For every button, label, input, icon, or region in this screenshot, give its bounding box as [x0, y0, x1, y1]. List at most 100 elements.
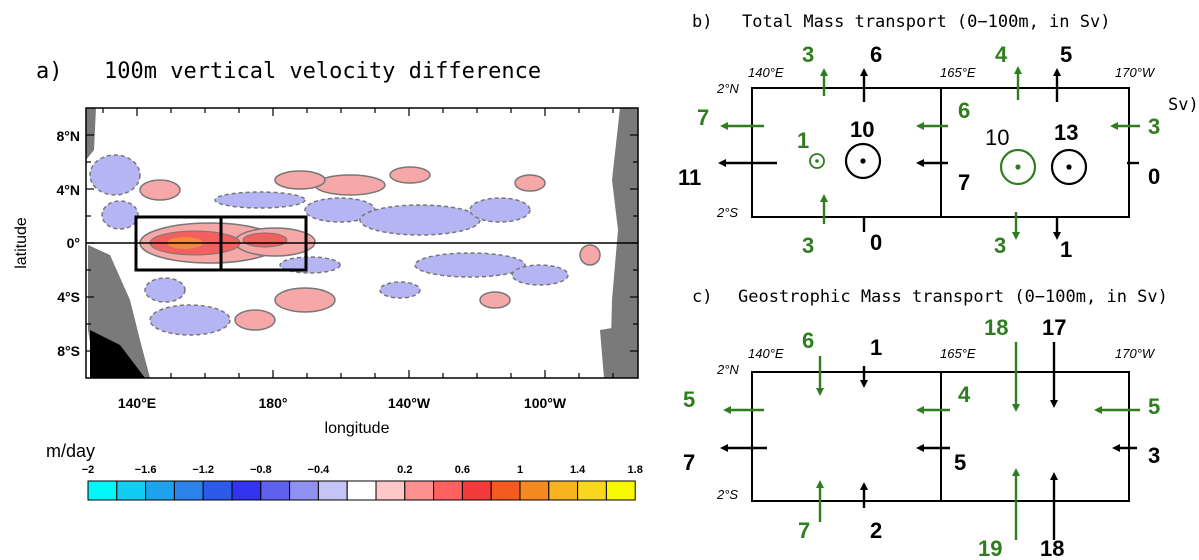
colorbar-swatch	[404, 480, 435, 501]
b-lat-top: 2°N	[716, 81, 739, 96]
c-green-top-right: 18	[984, 315, 1008, 340]
b-black-upwell-left: 10	[850, 117, 874, 142]
colorbar-label: −1.2	[192, 464, 214, 476]
c-black-east-right: 3	[1148, 443, 1160, 468]
b-black-upwell-right-dot	[1066, 164, 1072, 170]
b-lon-left: 140°E	[748, 65, 784, 80]
colorbar-label: 1.8	[628, 464, 643, 476]
b-green-upwell-left-icon	[809, 153, 825, 169]
b-green-top-right: 4	[995, 42, 1008, 67]
panel-b-title: Total Mass transport (0−100m, in Sv)	[742, 12, 1110, 32]
x-tick-180: 180°	[259, 395, 288, 411]
colorbar-label: −0.8	[250, 464, 272, 476]
colorbar-swatch	[231, 480, 262, 501]
x-tick-140e: 140°E	[118, 395, 156, 411]
colorbar-label: 0.2	[397, 464, 412, 476]
b-green-upwell-left: 1	[797, 128, 809, 153]
panel-b: b) Total Mass transport (0−100m, in Sv) …	[678, 12, 1199, 262]
panel-c: c) Geostrophic Mass transport (0−100m, i…	[683, 287, 1168, 560]
b-black-upwell-left-icon	[844, 142, 882, 180]
c-green-bottom-right: 19	[978, 536, 1002, 560]
colorbar-label: −2	[82, 464, 95, 476]
c-green-east-right: 5	[1148, 394, 1160, 419]
colorbar-label: 1	[517, 464, 523, 476]
panel-a-title: 100m vertical velocity difference	[104, 59, 541, 84]
colorbar-label: −0.4	[308, 464, 331, 476]
b-black-top-left: 6	[870, 42, 882, 67]
b-black-top-right: 5	[1060, 42, 1072, 67]
colorbar-swatch	[490, 480, 521, 501]
c-green-west-left: 5	[683, 387, 695, 412]
y-tick-4s: 4°S	[57, 289, 80, 305]
b-green-top-left: 3	[802, 42, 814, 67]
land-australia	[90, 330, 145, 378]
c-black-top-right: 17	[1042, 315, 1066, 340]
colorbar-label: 0.6	[455, 464, 470, 476]
b-green-west-left: 7	[697, 105, 709, 130]
x-tick-100w: 100°W	[524, 395, 567, 411]
b-lon-right: 170°W	[1115, 65, 1156, 80]
b-green-upwell-right: 10	[985, 125, 1009, 150]
c-black-bottom-left: 2	[870, 518, 882, 543]
b-black-upwell-left-dot	[860, 158, 866, 164]
panel-a: a) 100m vertical velocity difference	[13, 59, 643, 501]
c-black-bottom-right: 18	[1040, 536, 1064, 560]
b-lat-bottom: 2°S	[716, 205, 738, 220]
c-lon-mid: 165°E	[940, 346, 976, 361]
y-tick-8n: 8°N	[57, 128, 81, 144]
land-north-edge	[86, 108, 96, 160]
b-green-upwell-right-dot	[1015, 164, 1021, 170]
panel-b-label: b)	[692, 12, 712, 32]
map-field	[86, 108, 638, 378]
colorbar	[87, 480, 636, 501]
panel-b-side-label: Sv)	[1168, 95, 1199, 115]
colorbar-swatch	[173, 480, 204, 501]
colorbar-swatch	[116, 480, 147, 501]
b-green-bottom-right: 3	[994, 233, 1006, 258]
b-black-bottom-right: 1	[1060, 237, 1072, 262]
panel-c-title: Geostrophic Mass transport (0−100m, in S…	[738, 287, 1168, 307]
b-green-upwell-left-dot	[815, 159, 819, 163]
colorbar-swatch	[289, 480, 319, 501]
colorbar-swatch	[260, 480, 291, 501]
x-axis-label: longitude	[325, 420, 390, 437]
y-tick-0: 0°	[67, 235, 80, 251]
b-black-bottom-left: 0	[870, 230, 882, 255]
c-green-top-left: 6	[802, 328, 814, 353]
negative-patches	[89, 154, 569, 336]
c-lat-bottom: 2°S	[716, 487, 738, 502]
colorbar-swatch	[145, 480, 175, 501]
b-green-bottom-left: 3	[802, 233, 814, 258]
c-black-west-left: 7	[683, 450, 695, 475]
colorbar-swatch	[577, 480, 607, 501]
colorbar-swatch	[605, 480, 636, 501]
b-black-upwell-right-icon	[1050, 148, 1088, 186]
b-black-east-right: 0	[1148, 164, 1160, 189]
c-lon-left: 140°E	[748, 346, 784, 361]
colorbar-swatch	[375, 480, 406, 501]
land-americas-lake	[600, 328, 612, 378]
map-ticks	[86, 108, 638, 378]
colorbar-label: −1.6	[135, 464, 157, 476]
y-tick-8s: 8°S	[57, 343, 80, 359]
colorbar-unit: m/day	[46, 441, 95, 461]
colorbar-label: 1.4	[570, 464, 586, 476]
b-green-west-mid: 6	[958, 98, 970, 123]
b-green-upwell-right-icon	[999, 148, 1037, 186]
x-tick-140w: 140°W	[388, 395, 431, 411]
b-black-west-left: 11	[678, 165, 701, 190]
colorbar-labels: −2 −1.6 −1.2 −0.8 −0.4 0.2 0.6 1 1.4 1.8	[82, 464, 643, 476]
colorbar-swatch	[202, 480, 233, 501]
colorbar-swatch	[346, 480, 377, 501]
colorbar-swatch	[548, 480, 579, 501]
y-tick-4n: 4°N	[57, 182, 81, 198]
colorbar-swatch	[87, 480, 118, 501]
box-east	[219, 215, 308, 272]
b-black-upwell-right: 13	[1054, 120, 1078, 145]
c-green-west-mid: 4	[958, 382, 971, 407]
panel-c-label: c)	[692, 287, 712, 307]
c-lat-top: 2°N	[716, 362, 739, 377]
colorbar-swatch	[519, 480, 550, 501]
b-green-east-right: 3	[1148, 114, 1160, 139]
